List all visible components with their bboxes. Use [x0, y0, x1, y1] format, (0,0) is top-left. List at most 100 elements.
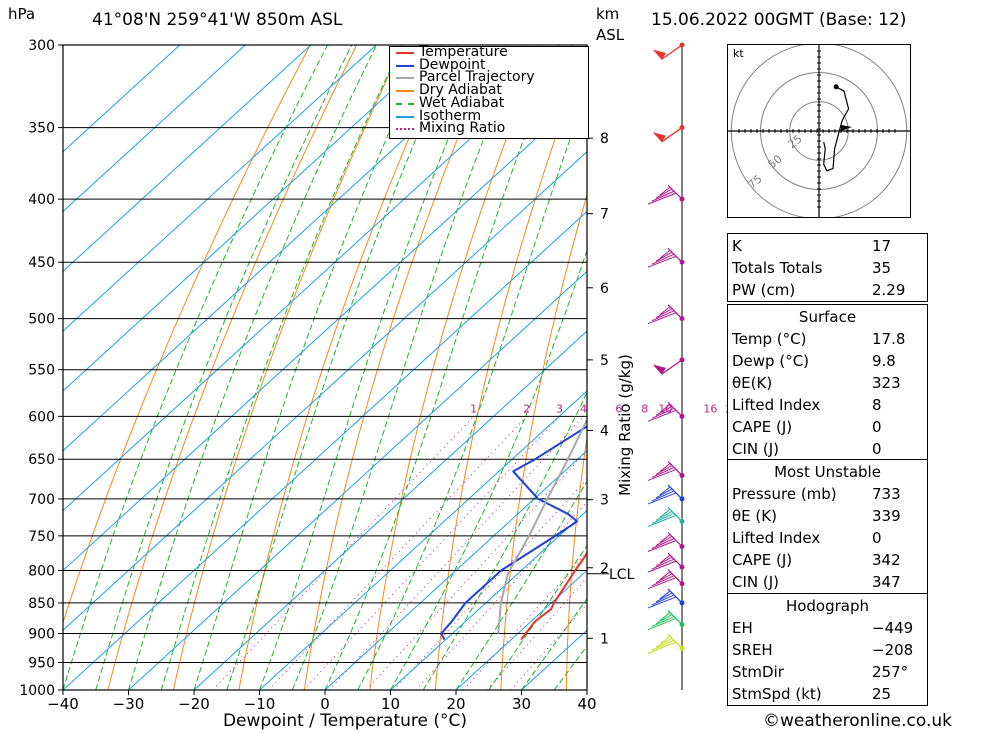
- mu-theta-row: θE (K) 339: [728, 505, 927, 527]
- pressure-tick-label: 400: [28, 192, 55, 208]
- dry-adiabat-line: [369, 45, 543, 690]
- wind-barb: [647, 304, 685, 325]
- wind-barb-feather: [659, 590, 671, 600]
- stmspd-value: 25: [872, 685, 892, 703]
- wet-adiabat-line: [193, 45, 430, 690]
- wind-barb-feather: [655, 637, 673, 648]
- wind-barb-feather: [655, 573, 673, 584]
- wind-barb-feather: [651, 512, 675, 524]
- km-tick-label: 3: [600, 493, 609, 509]
- lcl-label: LCL: [609, 567, 635, 583]
- mu-li-row: Lifted Index 0: [728, 527, 927, 549]
- wet-adiabat-line: [422, 391, 587, 690]
- hodograph-ring-label: 50: [766, 152, 785, 171]
- legend-swatch: [396, 52, 414, 54]
- wind-barb: [647, 506, 685, 527]
- wind-barb-staff: [667, 461, 683, 476]
- km-tick-label: 2: [600, 561, 609, 577]
- wind-barb-feather: [659, 612, 671, 621]
- wet-adiabat-line: [63, 45, 329, 690]
- k-index-label: K: [732, 237, 742, 255]
- storm-motion-arrow: [841, 125, 852, 131]
- eh-label: EH: [732, 619, 753, 637]
- sreh-row: SREH −208: [728, 639, 927, 661]
- dry-adiabat-line: [303, 45, 497, 690]
- wind-barb-feather: [651, 190, 675, 202]
- temperature-tick-label: 30: [512, 695, 531, 713]
- surface-theta-label: θE(K): [732, 374, 773, 392]
- surface-panel: Surface Temp (°C) 17.8 Dewp (°C) 9.8 θE(K)…: [727, 304, 928, 461]
- pressure-tick-label: 450: [28, 255, 55, 271]
- wind-barb-feather: [659, 403, 671, 413]
- temperature-tick-label: −10: [244, 695, 276, 713]
- pressure-tick-label: 650: [28, 452, 55, 468]
- wet-adiabat-line: [324, 45, 561, 690]
- wind-barb-feather: [651, 575, 675, 587]
- mu-cape-row: CAPE (J) 342: [728, 549, 927, 571]
- surface-cape-value: 0: [872, 418, 882, 436]
- wind-barb-feather: [647, 514, 677, 527]
- wind-barb: [647, 184, 685, 205]
- precipitable-water-row: PW (cm) 2.29: [728, 279, 927, 301]
- wind-barb-feather: [659, 635, 671, 645]
- wind-barb-feather: [651, 594, 675, 606]
- wind-barb-feather: [651, 310, 675, 322]
- temperature-tick-label: 40: [577, 695, 596, 713]
- wind-barb-staff: [667, 610, 683, 625]
- mixing-ratio-label: 6: [615, 402, 622, 415]
- totals-totals-label: Totals Totals: [732, 259, 823, 277]
- wind-barb-feather: [647, 409, 677, 422]
- hodo-title-row: Hodograph: [728, 595, 927, 617]
- legend-swatch: [396, 102, 414, 105]
- legend-entry: Dewpoint: [390, 58, 586, 72]
- isotherm-line: [259, 390, 587, 690]
- legend-label: Isotherm: [419, 107, 482, 124]
- legend-label: Mixing Ratio: [419, 120, 506, 137]
- sreh-value: −208: [872, 641, 914, 659]
- isotherm-line: [63, 150, 587, 631]
- parcel-trajectory-line: [497, 417, 587, 634]
- stmspd-row: StmSpd (kt) 25: [728, 683, 927, 705]
- isotherm-line: [324, 450, 587, 690]
- hodo-title: Hodograph: [785, 597, 870, 615]
- isotherm-line: [63, 45, 181, 153]
- mixing-ratio-label: 16: [703, 402, 717, 415]
- hodograph-stats-panel: Hodograph EH −449 SREH −208 StmDir 257° Stm…: [727, 593, 928, 706]
- wind-barb-feather: [651, 616, 675, 628]
- copyright-footer[interactable]: ©weatheronline.co.uk: [762, 711, 952, 731]
- mixing-ratio-line: [393, 478, 587, 690]
- wind-barb-feather: [651, 407, 675, 419]
- dry-adiabat-line: [238, 45, 451, 690]
- wind-barb-feather: [659, 463, 671, 472]
- mixing-ratio-label: 4: [580, 402, 587, 415]
- pressure-tick-label: 800: [28, 563, 55, 579]
- legend-swatch: [396, 115, 414, 118]
- wind-barb: [647, 633, 685, 654]
- eh-row: EH −449: [728, 617, 927, 639]
- isotherm-line: [63, 45, 574, 512]
- wind-barb-feather: [655, 592, 673, 603]
- temperature-line: [520, 550, 587, 641]
- isotherm-line: [63, 91, 587, 572]
- surface-temp-row: Temp (°C) 17.8: [728, 328, 927, 350]
- surface-cin-label: CIN (J): [732, 440, 780, 458]
- wind-barb: [647, 552, 685, 573]
- surface-dewp-row: Dewp (°C) 9.8: [728, 350, 927, 372]
- legend-swatch: [396, 64, 414, 67]
- indices-panel: K 17 Totals Totals 35 PW (cm) 2.29: [727, 233, 928, 302]
- dry-adiabat-line: [107, 45, 358, 690]
- mixing-ratio-label: 3: [556, 402, 563, 415]
- wind-barb-feather: [647, 540, 677, 552]
- km-tick-label: 7: [600, 207, 609, 223]
- wind-barb-feather: [655, 614, 673, 624]
- pressure-tick-label: 750: [28, 529, 55, 545]
- surface-li-label: Lifted Index: [732, 396, 821, 414]
- mu-cin-label: CIN (J): [732, 573, 780, 591]
- legend-label: Wet Adiabat: [419, 94, 505, 111]
- wind-barb-feather: [655, 556, 673, 567]
- wind-barb-feather: [659, 554, 671, 564]
- isotherm-line: [193, 330, 587, 690]
- wind-barb-feather: [651, 639, 675, 651]
- wind-barb: [647, 461, 685, 481]
- pressure-tick-label: 500: [28, 312, 55, 328]
